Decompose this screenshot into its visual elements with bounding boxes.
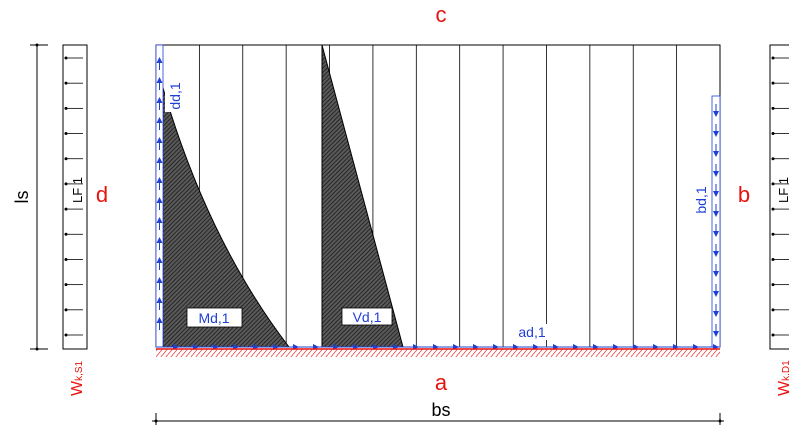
load-tick-dot (771, 182, 775, 186)
load-case-label-right: LF 1 (776, 177, 789, 203)
dd1-label: dd,1 (167, 82, 183, 109)
edge-label-left: d (96, 182, 108, 207)
load-tick-dot (771, 81, 775, 85)
edge-label-bottom: a (435, 370, 448, 395)
load-tick-dot (771, 132, 775, 136)
load-tick-dot (64, 257, 68, 261)
load-tick-dot (64, 333, 68, 337)
load-tick-dot (771, 232, 775, 236)
load-tick-dot (64, 106, 68, 110)
wind-label-left: Wk,S1 (69, 360, 86, 396)
moment-diagram-md1 (162, 87, 291, 348)
flow-strip-bd1 (711, 95, 721, 348)
vd1-label-box: Vd,1 (341, 307, 393, 326)
load-tick-dot (771, 207, 775, 211)
load-tick-dot (64, 56, 68, 60)
md1-label-box: Md,1 (186, 307, 243, 328)
load-strip-left (62, 44, 88, 350)
load-tick-dot (64, 182, 68, 186)
bd1-label: bd,1 (693, 186, 709, 213)
wind-label-right: Wk,D1 (776, 360, 789, 396)
md1-label: Md,1 (198, 310, 229, 326)
edge-label-right: b (738, 182, 750, 207)
svg-text:Wk,S1: Wk,S1 (69, 360, 86, 396)
load-tick-dot (771, 56, 775, 60)
load-tick-dot (771, 157, 775, 161)
width-dimension-label: bs (431, 400, 450, 420)
height-dimension-label: ls (12, 191, 32, 204)
ad1-label: ad,1 (518, 324, 545, 340)
load-tick-dot (771, 333, 775, 337)
flow-strip-dd1 (155, 44, 164, 348)
load-tick-dot (64, 232, 68, 236)
load-tick-dot (64, 308, 68, 312)
height-dimension (30, 43, 48, 351)
load-tick-dot (64, 207, 68, 211)
svg-text:Wk,D1: Wk,D1 (776, 360, 789, 396)
load-tick-dot (64, 132, 68, 136)
load-tick-dot (64, 81, 68, 85)
load-tick-dot (771, 257, 775, 261)
width-dimension (152, 413, 724, 425)
shear-diagram-vd1 (321, 44, 404, 348)
edge-label-top: c (436, 2, 447, 27)
bottom-support (156, 348, 720, 357)
load-tick-dot (771, 308, 775, 312)
load-case-label-left: LF 1 (70, 177, 85, 203)
load-strip-right (769, 44, 789, 350)
load-tick-dot (771, 106, 775, 110)
load-tick-dot (771, 283, 775, 287)
load-tick-dot (64, 283, 68, 287)
vd1-label: Vd,1 (353, 309, 382, 325)
load-tick-dot (64, 157, 68, 161)
